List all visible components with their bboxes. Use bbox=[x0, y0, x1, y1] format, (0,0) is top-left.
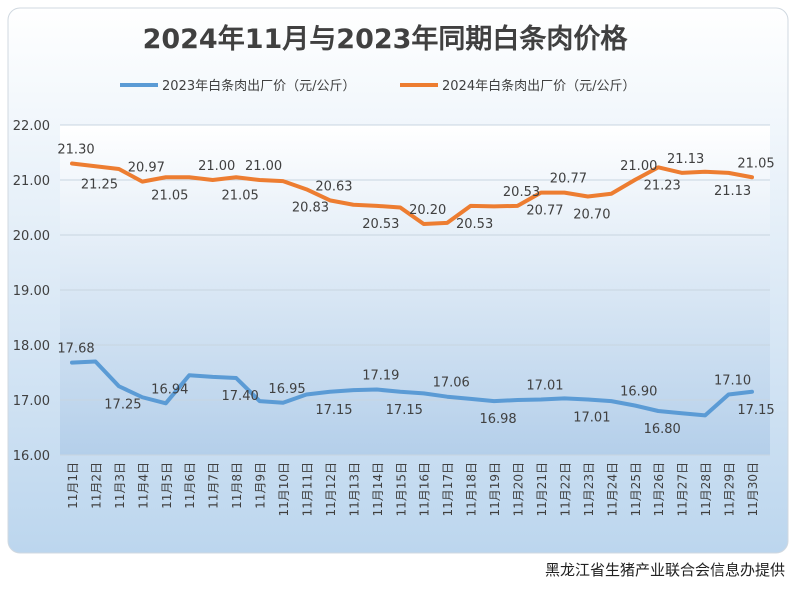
legend-label: 2024年白条肉出厂价（元/公斤） bbox=[442, 78, 635, 94]
chart-title: 2024年11月与2023年同期白条肉价格 bbox=[143, 23, 629, 55]
x-tick-label: 11月18日 bbox=[465, 462, 479, 517]
y-tick-label: 18.00 bbox=[13, 339, 50, 354]
data-label: 17.10 bbox=[714, 374, 751, 389]
x-tick-label: 11月4日 bbox=[136, 462, 150, 509]
x-tick-label: 11月13日 bbox=[347, 462, 361, 517]
data-label: 20.97 bbox=[128, 161, 165, 176]
y-tick-label: 16.00 bbox=[13, 449, 50, 464]
x-tick-label: 11月27日 bbox=[676, 462, 690, 517]
data-label: 21.05 bbox=[151, 188, 188, 203]
data-label: 17.19 bbox=[362, 369, 399, 384]
x-tick-label: 11月8日 bbox=[230, 462, 244, 509]
x-tick-label: 11月20日 bbox=[512, 462, 526, 517]
data-label: 21.13 bbox=[667, 152, 704, 167]
data-label: 20.70 bbox=[573, 208, 610, 223]
x-tick-label: 11月26日 bbox=[652, 462, 666, 517]
data-label: 16.94 bbox=[151, 382, 188, 397]
data-label: 17.15 bbox=[315, 403, 352, 418]
x-tick-label: 11月17日 bbox=[441, 462, 455, 517]
data-label: 17.15 bbox=[737, 403, 774, 418]
data-label: 21.23 bbox=[644, 178, 681, 193]
y-tick-label: 19.00 bbox=[13, 284, 50, 299]
x-tick-label: 11月30日 bbox=[746, 462, 760, 517]
data-label: 21.13 bbox=[714, 184, 751, 199]
x-tick-label: 11月15日 bbox=[394, 462, 408, 517]
data-label: 16.90 bbox=[620, 385, 657, 400]
data-label: 20.53 bbox=[503, 185, 540, 200]
data-label: 17.25 bbox=[104, 397, 141, 412]
data-label: 21.25 bbox=[81, 177, 118, 192]
x-tick-label: 11月3日 bbox=[113, 462, 127, 509]
data-label: 20.63 bbox=[315, 179, 352, 194]
data-label: 21.00 bbox=[198, 159, 235, 174]
x-tick-label: 11月9日 bbox=[254, 462, 268, 509]
x-tick-label: 11月28日 bbox=[699, 462, 713, 517]
data-label: 17.01 bbox=[526, 378, 563, 393]
data-label: 20.83 bbox=[292, 200, 329, 215]
y-tick-label: 20.00 bbox=[13, 229, 50, 244]
x-tick-label: 11月2日 bbox=[89, 462, 103, 509]
data-label: 20.53 bbox=[456, 217, 493, 232]
plot: 16.00 17.00 18.00 19.00 20.00 21.00 22.00 11月1日… bbox=[13, 78, 775, 517]
x-tick-label: 11月25日 bbox=[629, 462, 643, 517]
legend-label: 2023年白条肉出厂价（元/公斤） bbox=[162, 78, 355, 94]
data-label: 20.77 bbox=[550, 172, 587, 187]
x-tick-label: 11月22日 bbox=[558, 462, 572, 517]
data-label: 17.68 bbox=[57, 342, 94, 357]
data-label: 17.15 bbox=[386, 403, 423, 418]
y-tick-label: 22.00 bbox=[13, 119, 50, 134]
data-label: 21.05 bbox=[222, 188, 259, 203]
series-line bbox=[70, 359, 754, 418]
data-label: 17.06 bbox=[433, 376, 470, 391]
x-tick-label: 11月29日 bbox=[723, 462, 737, 517]
y-tick-label: 17.00 bbox=[13, 394, 50, 409]
data-label: 16.80 bbox=[644, 422, 681, 437]
data-label: 21.30 bbox=[57, 143, 94, 158]
data-label: 16.95 bbox=[268, 382, 305, 397]
x-tick-label: 11月12日 bbox=[324, 462, 338, 517]
x-tick-label: 11月11日 bbox=[300, 462, 314, 517]
x-tick-label: 11月16日 bbox=[418, 462, 432, 517]
x-tick-label: 11月24日 bbox=[605, 462, 619, 517]
x-tick-label: 11月23日 bbox=[582, 462, 596, 517]
data-label: 21.05 bbox=[737, 156, 774, 171]
x-tick-label: 11月10日 bbox=[277, 462, 291, 517]
source-note: 黑龙江省生猪产业联合会信息办提供 bbox=[545, 561, 785, 579]
x-tick-label: 11月14日 bbox=[371, 462, 385, 517]
data-label: 17.01 bbox=[573, 410, 610, 425]
data-label: 21.00 bbox=[245, 159, 282, 174]
x-tick-label: 11月1日 bbox=[66, 462, 80, 509]
x-tick-label: 11月7日 bbox=[207, 462, 221, 509]
data-label: 16.98 bbox=[479, 412, 516, 427]
data-label: 20.20 bbox=[409, 203, 446, 218]
x-tick-label: 11月19日 bbox=[488, 462, 502, 517]
data-label: 20.77 bbox=[526, 204, 563, 219]
x-tick-label: 11月5日 bbox=[160, 462, 174, 509]
data-label: 20.53 bbox=[362, 217, 399, 232]
data-label: 17.40 bbox=[222, 389, 259, 404]
y-tick-label: 21.00 bbox=[13, 174, 50, 189]
x-tick-label: 11月6日 bbox=[183, 462, 197, 509]
x-tick-label: 11月21日 bbox=[535, 462, 549, 517]
data-label: 21.00 bbox=[620, 159, 657, 174]
series-line bbox=[70, 161, 754, 226]
